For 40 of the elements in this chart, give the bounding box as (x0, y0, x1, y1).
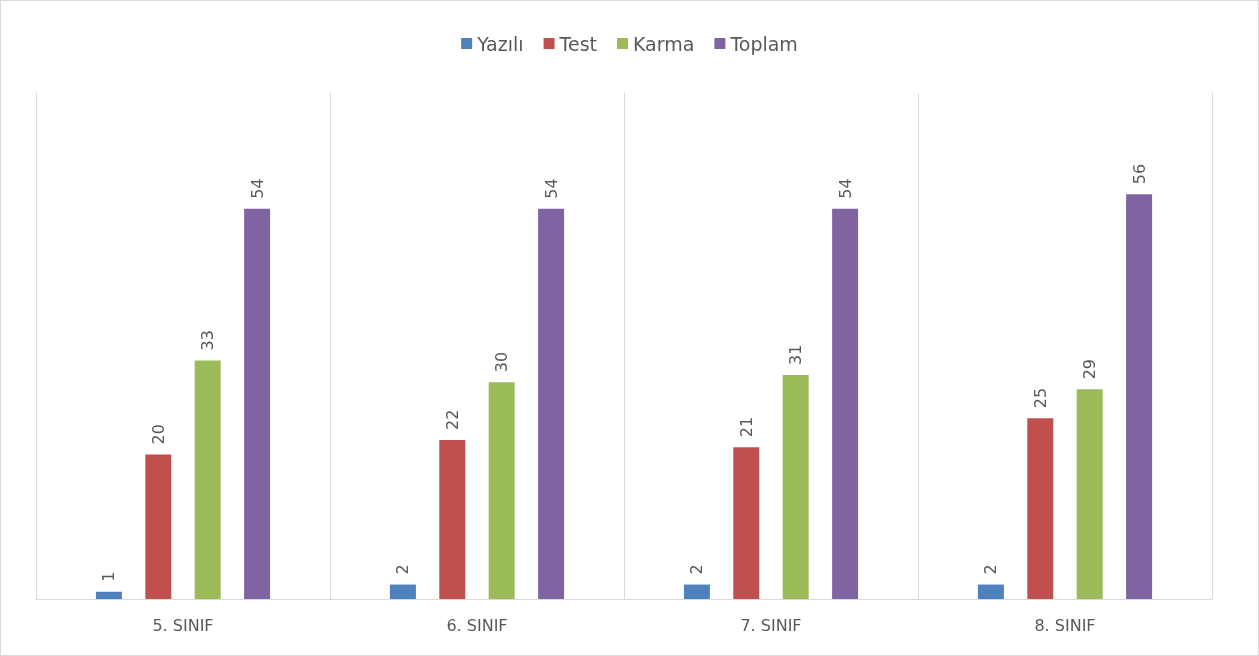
bar (977, 584, 1004, 599)
bar (1126, 194, 1153, 599)
data-label: 54 (541, 178, 561, 199)
data-label: 2 (393, 564, 413, 575)
bar (733, 447, 760, 599)
data-label: 29 (1080, 359, 1100, 380)
bar (145, 454, 172, 599)
legend-label: Toplam (729, 32, 798, 55)
bar (538, 208, 565, 599)
data-label: 20 (148, 424, 168, 445)
legend-label: Test (558, 32, 597, 55)
data-label: 2 (687, 564, 707, 575)
bar (488, 382, 515, 599)
bar (1076, 389, 1103, 599)
data-label: 31 (786, 344, 806, 365)
bar (244, 208, 271, 599)
data-label: 1 (99, 571, 119, 582)
bar (389, 584, 416, 599)
bar (95, 591, 122, 599)
data-label: 22 (442, 409, 462, 430)
x-tick-label: 6. SINIF (446, 615, 508, 635)
bar (439, 439, 466, 599)
bar (683, 584, 710, 599)
data-label: 33 (198, 330, 218, 351)
x-tick-label: 8. SINIF (1034, 615, 1096, 635)
data-label: 30 (492, 351, 512, 373)
data-label: 56 (1129, 163, 1149, 185)
data-label: 54 (835, 178, 855, 199)
data-label: 2 (981, 564, 1001, 575)
data-label: 54 (247, 178, 267, 199)
bar (832, 208, 859, 599)
bar (1027, 418, 1054, 599)
bar (782, 374, 809, 599)
x-tick-label: 5. SINIF (152, 615, 214, 635)
x-tick-label: 7. SINIF (740, 615, 802, 635)
legend-label: Karma (632, 32, 695, 55)
data-label: 21 (736, 416, 756, 438)
data-label: 25 (1030, 387, 1050, 409)
legend-label: Yazılı (476, 32, 524, 55)
bar (194, 360, 221, 599)
